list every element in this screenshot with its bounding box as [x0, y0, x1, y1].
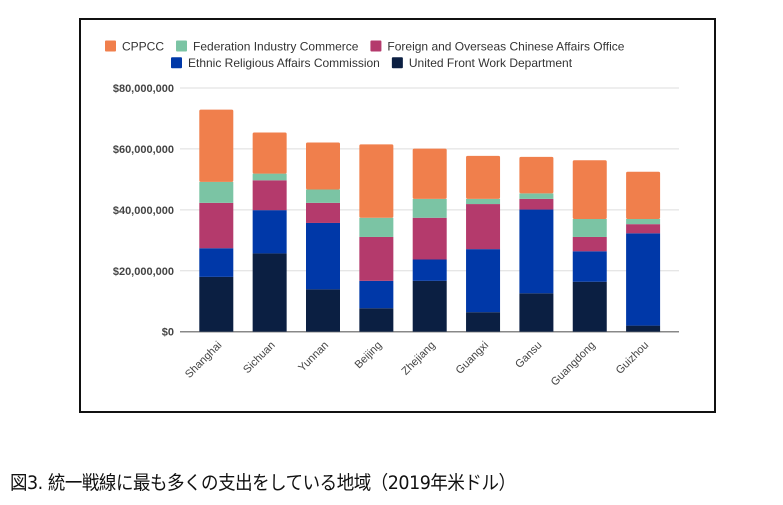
stacked-bar-chart: CPPCC Federation Industry Commerce Foreign… [105, 40, 679, 388]
bar-segment-united-front-work-department [359, 308, 394, 332]
legend: CPPCC Federation Industry Commerce Foreign… [105, 40, 625, 70]
legend-item: CPPCC [105, 40, 164, 54]
y-tick-label: $0 [162, 327, 174, 339]
legend-label: CPPCC [122, 40, 164, 54]
bar-segment-cppcc [412, 148, 447, 199]
y-tick-label: $80,000,000 [113, 83, 174, 95]
bar-stack-guangxi [466, 155, 501, 332]
bar-segment-federation-industry-commerce [359, 217, 394, 237]
bar-segment-foreign-and-overseas-chinese-affairs-office [252, 180, 287, 211]
bar-segment-united-front-work-department [412, 280, 447, 332]
bar-stack-zhejiang [412, 148, 447, 332]
legend-swatch [176, 40, 188, 52]
bar-segment-cppcc [572, 160, 607, 219]
bar-segment-ethnic-religious-affairs-commission [412, 259, 447, 281]
x-tick-label: Beijing [353, 339, 385, 371]
legend-item: United Front Work Department [391, 56, 573, 70]
bar-stack-shanghai [199, 109, 234, 332]
bar-segment-ethnic-religious-affairs-commission [466, 249, 501, 313]
y-tick-label: $40,000,000 [113, 205, 174, 217]
x-tick-label: Yunnan [296, 339, 331, 374]
bar-segment-foreign-and-overseas-chinese-affairs-office [306, 202, 340, 223]
legend-label: Federation Industry Commerce [193, 40, 359, 54]
x-axis-ticks: Shanghai Sichuan Yunnan Beijing Zhejiang Guan… [183, 339, 651, 388]
x-tick-label: Zhejiang [399, 339, 437, 377]
legend-label: United Front Work Department [409, 56, 573, 70]
bar-segment-cppcc [199, 109, 234, 182]
bar-segment-united-front-work-department [199, 276, 234, 332]
bar-segment-cppcc [626, 171, 661, 219]
bar-segment-united-front-work-department [626, 325, 661, 332]
bar-stack-guizhou [626, 171, 661, 332]
bar-segment-ethnic-religious-affairs-commission [306, 222, 340, 290]
bar-segment-federation-industry-commerce [199, 181, 234, 203]
bar-segment-federation-industry-commerce [466, 198, 501, 205]
bar-segment-united-front-work-department [519, 293, 554, 332]
bar-segment-federation-industry-commerce [306, 189, 340, 203]
bar-stack-beijing [359, 144, 394, 332]
x-tick-label: Guangdong [549, 339, 598, 388]
bar-segment-foreign-and-overseas-chinese-affairs-office [626, 224, 661, 234]
bar-segment-cppcc [252, 132, 287, 174]
bar-segment-federation-industry-commerce [252, 173, 287, 181]
bar-segment-foreign-and-overseas-chinese-affairs-office [466, 204, 501, 250]
legend-label: Ethnic Religious Affairs Commission [188, 56, 380, 70]
bar-segment-cppcc [359, 144, 394, 218]
bar-segment-cppcc [519, 156, 554, 194]
legend-item: Ethnic Religious Affairs Commission [171, 56, 380, 70]
bar-segment-federation-industry-commerce [519, 193, 554, 199]
bar-segment-federation-industry-commerce [412, 198, 447, 218]
bar-segment-foreign-and-overseas-chinese-affairs-office [199, 202, 234, 249]
y-axis-ticks: $0 $20,000,000 $40,000,000 $60,000,000 $80,0… [113, 83, 174, 339]
legend-swatch [391, 57, 403, 69]
legend-swatch [370, 40, 382, 52]
x-tick-label: Shanghai [183, 339, 224, 380]
bar-stack-guangdong [572, 160, 607, 332]
figure-caption: 図3. 統一戦線に最も多くの支出をしている地域（2019年米ドル） [10, 472, 516, 494]
legend-swatch [171, 57, 182, 69]
bars [199, 109, 661, 332]
legend-item: Foreign and Overseas Chinese Affairs Off… [370, 40, 625, 54]
bar-segment-federation-industry-commerce [626, 218, 661, 225]
bar-stack-yunnan [306, 142, 340, 332]
bar-segment-ethnic-religious-affairs-commission [572, 251, 607, 282]
chart-frame: CPPCC Federation Industry Commerce Foreign… [79, 18, 716, 413]
x-tick-label: Guangxi [454, 339, 491, 376]
bar-segment-ethnic-religious-affairs-commission [199, 248, 234, 277]
legend-swatch [105, 40, 116, 52]
bar-segment-ethnic-religious-affairs-commission [252, 210, 287, 254]
x-tick-label: Guizhou [614, 339, 651, 376]
legend-item: Federation Industry Commerce [176, 40, 359, 54]
y-tick-label: $20,000,000 [113, 266, 174, 278]
bar-segment-cppcc [306, 142, 340, 190]
y-tick-label: $60,000,000 [113, 144, 174, 156]
bar-segment-foreign-and-overseas-chinese-affairs-office [572, 236, 607, 252]
x-tick-label: Gansu [513, 339, 544, 370]
legend-label: Foreign and Overseas Chinese Affairs Off… [387, 40, 624, 54]
bar-segment-foreign-and-overseas-chinese-affairs-office [359, 236, 394, 281]
bar-segment-united-front-work-department [252, 253, 287, 332]
bar-segment-united-front-work-department [572, 281, 607, 332]
bar-segment-federation-industry-commerce [572, 218, 607, 237]
bar-segment-ethnic-religious-affairs-commission [626, 233, 661, 326]
bar-segment-united-front-work-department [306, 289, 340, 332]
bar-segment-ethnic-religious-affairs-commission [519, 209, 554, 294]
bar-segment-foreign-and-overseas-chinese-affairs-office [412, 217, 447, 260]
bar-segment-united-front-work-department [466, 312, 501, 332]
bar-segment-ethnic-religious-affairs-commission [359, 280, 394, 309]
bar-segment-foreign-and-overseas-chinese-affairs-office [519, 198, 554, 210]
bar-stack-gansu [519, 156, 554, 332]
bar-stack-sichuan [252, 132, 287, 332]
x-tick-label: Sichuan [241, 339, 278, 376]
bar-segment-cppcc [466, 155, 501, 199]
